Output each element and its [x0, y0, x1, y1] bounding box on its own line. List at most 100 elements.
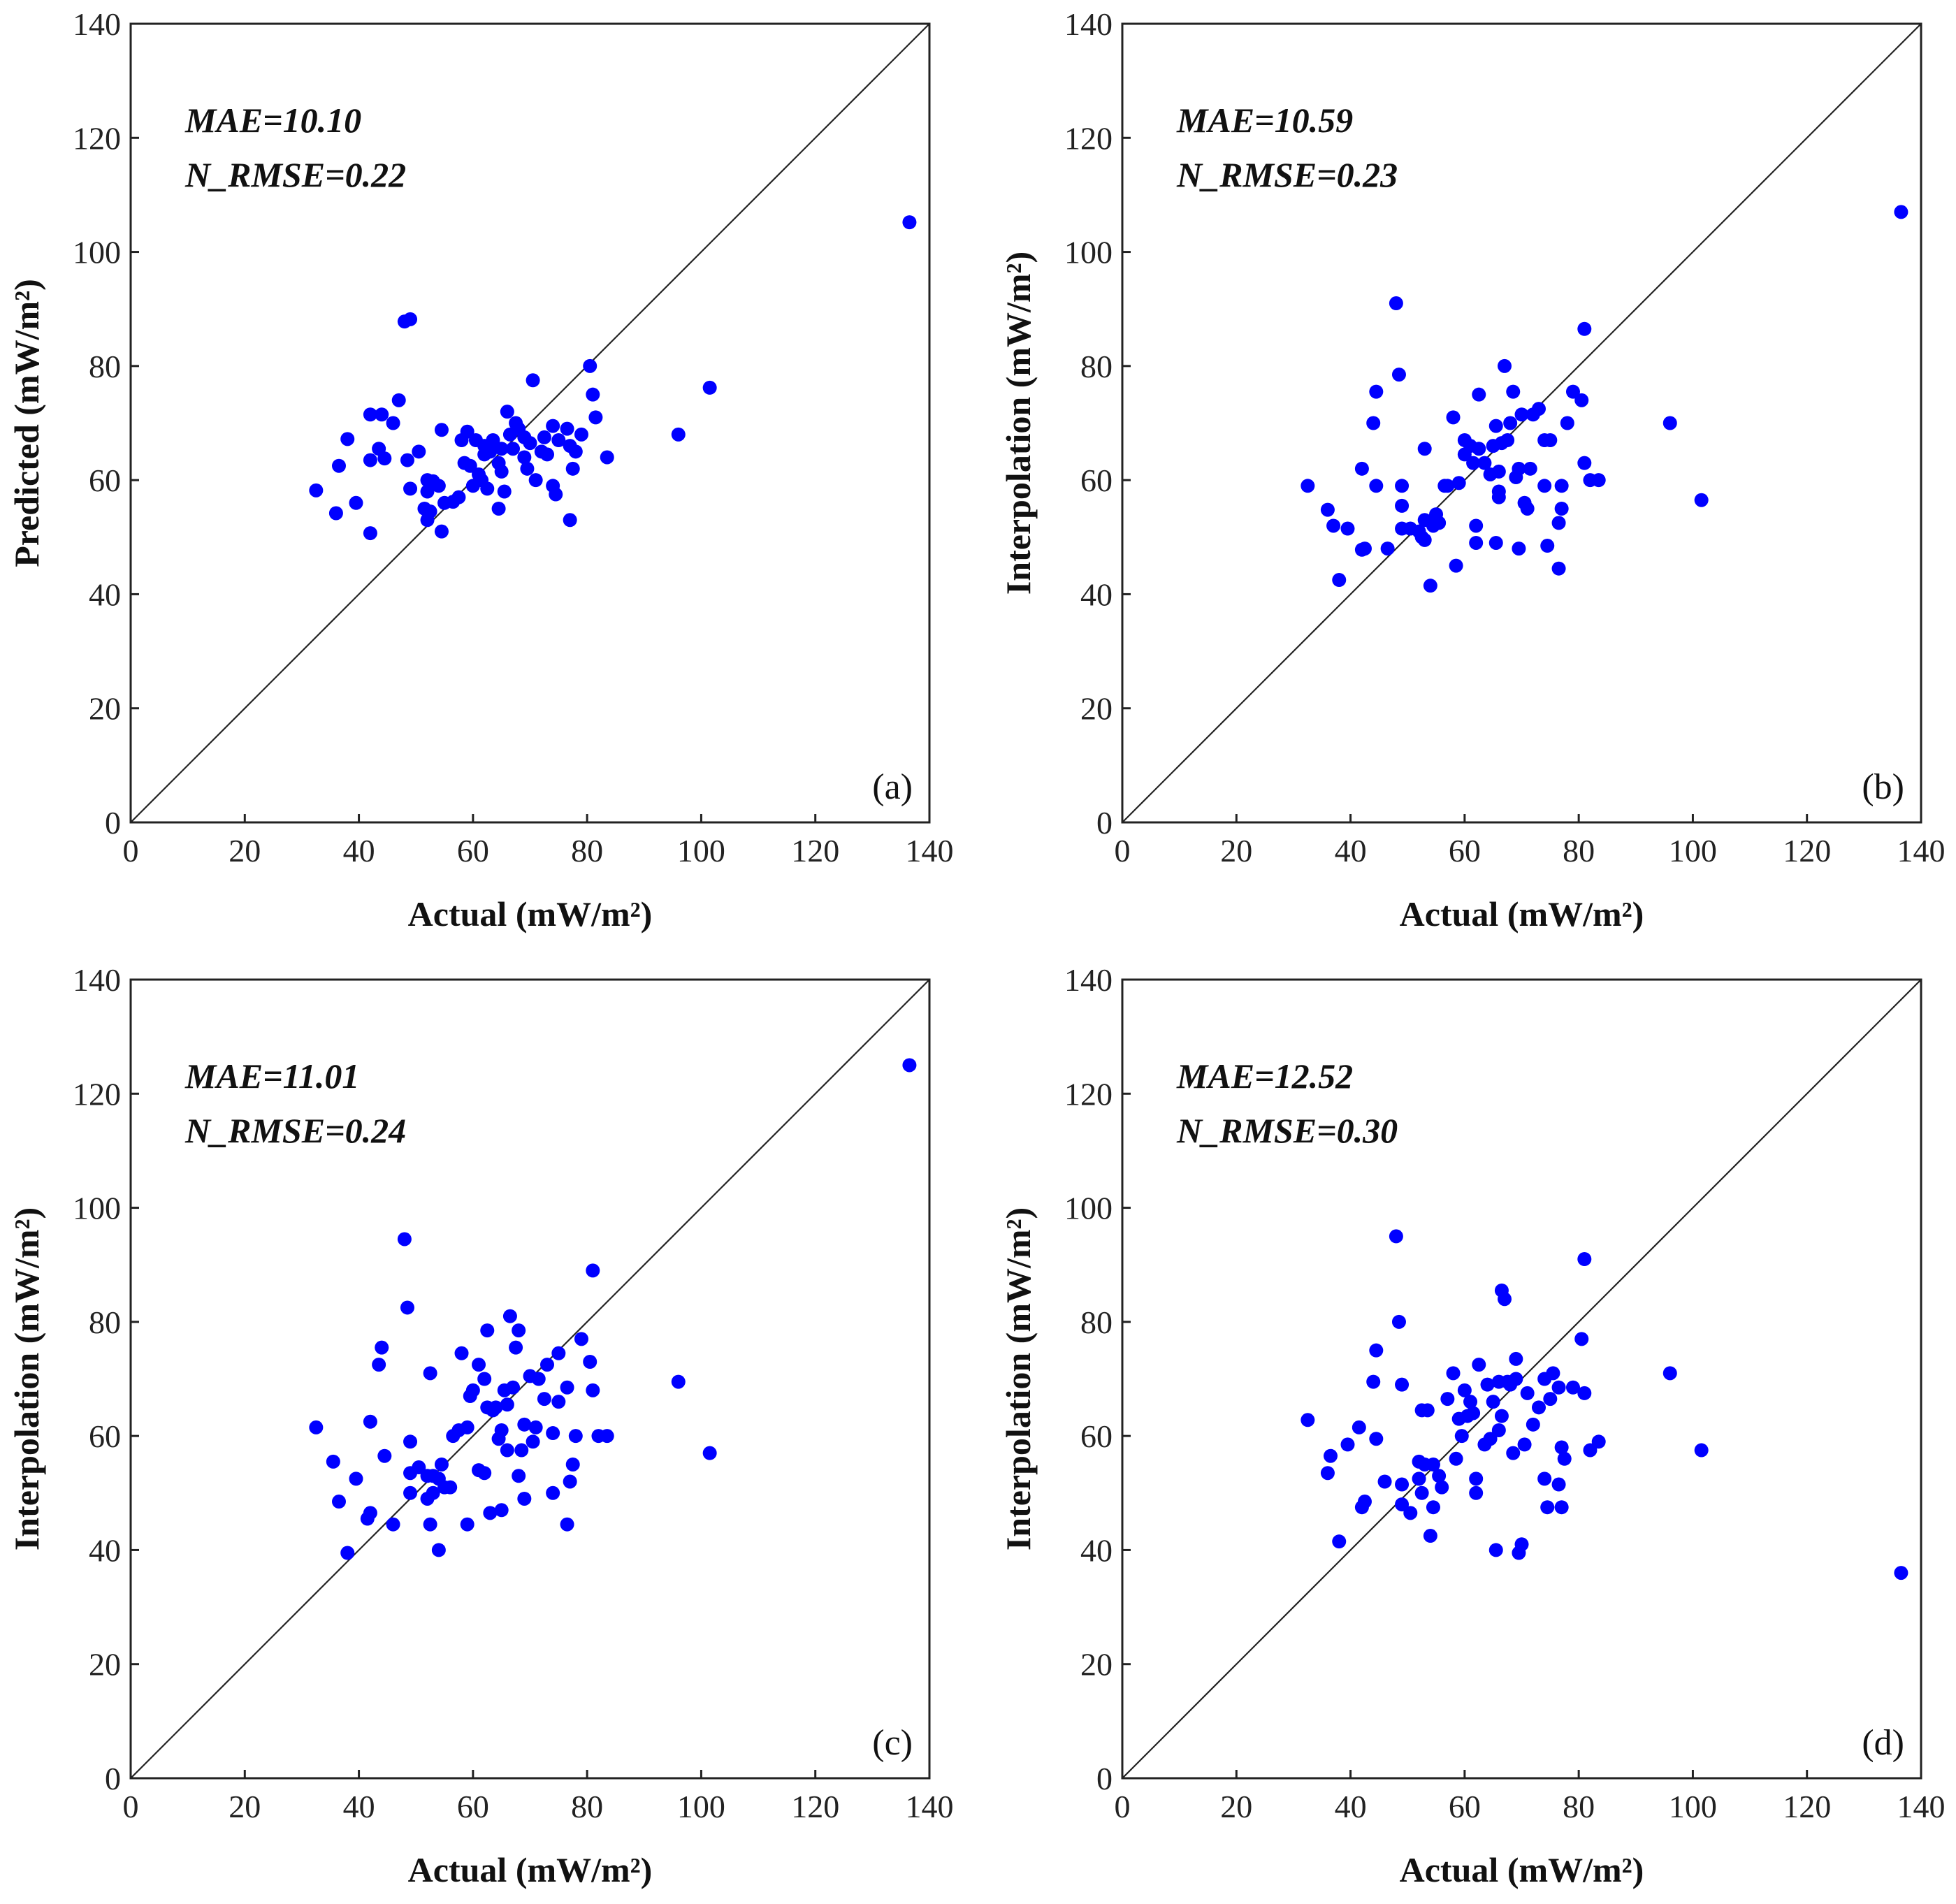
data-point	[1509, 1351, 1523, 1366]
identity-line-b	[1122, 23, 1922, 823]
data-point	[1469, 1471, 1484, 1486]
x-tick-label: 60	[457, 833, 489, 869]
data-point	[1662, 416, 1677, 430]
data-point	[1301, 1413, 1315, 1427]
data-point	[1491, 464, 1506, 479]
data-point	[1554, 1440, 1569, 1455]
data-point	[1543, 433, 1558, 447]
data-point	[902, 1058, 917, 1073]
data-point	[1417, 532, 1432, 547]
data-point	[600, 450, 614, 465]
data-point	[423, 1517, 437, 1532]
data-point	[1301, 479, 1315, 493]
data-point	[702, 1446, 717, 1460]
data-point	[1440, 479, 1455, 493]
data-point	[500, 1443, 514, 1458]
x-axis-title: Actual (mW/m²)	[1400, 1850, 1644, 1889]
data-point	[546, 1485, 560, 1500]
data-point	[454, 1346, 469, 1360]
data-point	[600, 1429, 614, 1444]
data-point	[1449, 558, 1463, 573]
data-point	[1520, 501, 1535, 516]
data-point	[412, 1460, 426, 1475]
data-point	[1332, 573, 1347, 588]
data-point	[1472, 442, 1486, 456]
data-point	[331, 458, 346, 473]
data-point	[309, 483, 324, 497]
data-point	[1391, 368, 1406, 382]
data-point	[1366, 1374, 1381, 1389]
data-point	[560, 1517, 574, 1532]
data-point	[386, 416, 400, 430]
data-point	[1391, 1314, 1406, 1329]
x-tick-label: 80	[1563, 833, 1595, 869]
panel-label: (b)	[1862, 767, 1904, 807]
data-point	[1451, 476, 1466, 490]
data-point	[546, 419, 560, 433]
data-point	[1423, 1529, 1437, 1543]
data-point	[1486, 1395, 1500, 1409]
data-point	[702, 380, 717, 395]
data-point	[1583, 1443, 1598, 1458]
data-point	[494, 442, 509, 456]
data-point	[514, 1443, 529, 1458]
data-point	[526, 1434, 540, 1449]
data-point	[477, 1466, 492, 1481]
data-point	[483, 444, 498, 459]
data-point	[426, 1485, 440, 1500]
data-point	[488, 1400, 503, 1415]
metric-annotation: N_RMSE=0.23	[1176, 155, 1398, 194]
data-point	[1662, 1366, 1677, 1381]
data-point	[565, 1457, 580, 1471]
x-tick-label: 40	[343, 833, 375, 869]
data-point	[560, 1380, 574, 1395]
x-tick-label: 20	[1220, 833, 1252, 869]
y-tick-label: 120	[73, 1076, 121, 1112]
data-point	[400, 1300, 414, 1315]
data-point	[403, 481, 418, 496]
data-point	[583, 358, 597, 373]
y-tick-label: 140	[73, 962, 121, 998]
panel-label: (d)	[1862, 1723, 1904, 1763]
data-point	[349, 1471, 363, 1486]
data-point	[1480, 1377, 1495, 1392]
data-point	[1352, 1420, 1366, 1434]
data-point	[331, 1495, 346, 1509]
x-tick-label: 20	[229, 833, 261, 869]
data-point	[372, 1358, 386, 1372]
y-tick-label: 40	[1080, 1532, 1113, 1568]
x-tick-label: 20	[1220, 1789, 1252, 1824]
x-tick-label: 40	[1335, 1789, 1367, 1824]
y-tick-label: 80	[1080, 349, 1113, 384]
data-point	[1537, 1471, 1552, 1486]
data-point	[1531, 402, 1546, 416]
data-point	[574, 1332, 588, 1346]
y-tick-label: 0	[105, 805, 121, 841]
data-point	[349, 495, 363, 510]
data-point	[1320, 502, 1335, 517]
data-point	[1395, 479, 1410, 493]
x-tick-label: 0	[123, 833, 139, 869]
data-point	[1457, 1383, 1472, 1397]
data-point	[1554, 1500, 1569, 1515]
y-tick-label: 80	[89, 349, 121, 384]
y-tick-label: 60	[89, 1418, 121, 1454]
data-point	[1389, 1229, 1403, 1244]
data-point	[1554, 479, 1569, 493]
data-point	[517, 1417, 532, 1432]
data-point	[506, 1380, 521, 1395]
data-point	[328, 506, 343, 521]
data-point	[1449, 1451, 1463, 1466]
data-point	[1332, 1534, 1347, 1549]
data-point	[423, 504, 437, 519]
plot-frame-a	[129, 22, 931, 824]
data-point	[1498, 358, 1512, 373]
x-tick-label: 0	[1115, 1789, 1131, 1824]
data-point	[509, 1340, 523, 1355]
data-point	[1432, 516, 1447, 530]
data-point	[1506, 384, 1521, 399]
data-point	[551, 1346, 566, 1360]
data-point	[568, 444, 583, 459]
data-point	[586, 1383, 600, 1397]
y-axis-title: Predicted (mW/m²)	[7, 279, 46, 567]
